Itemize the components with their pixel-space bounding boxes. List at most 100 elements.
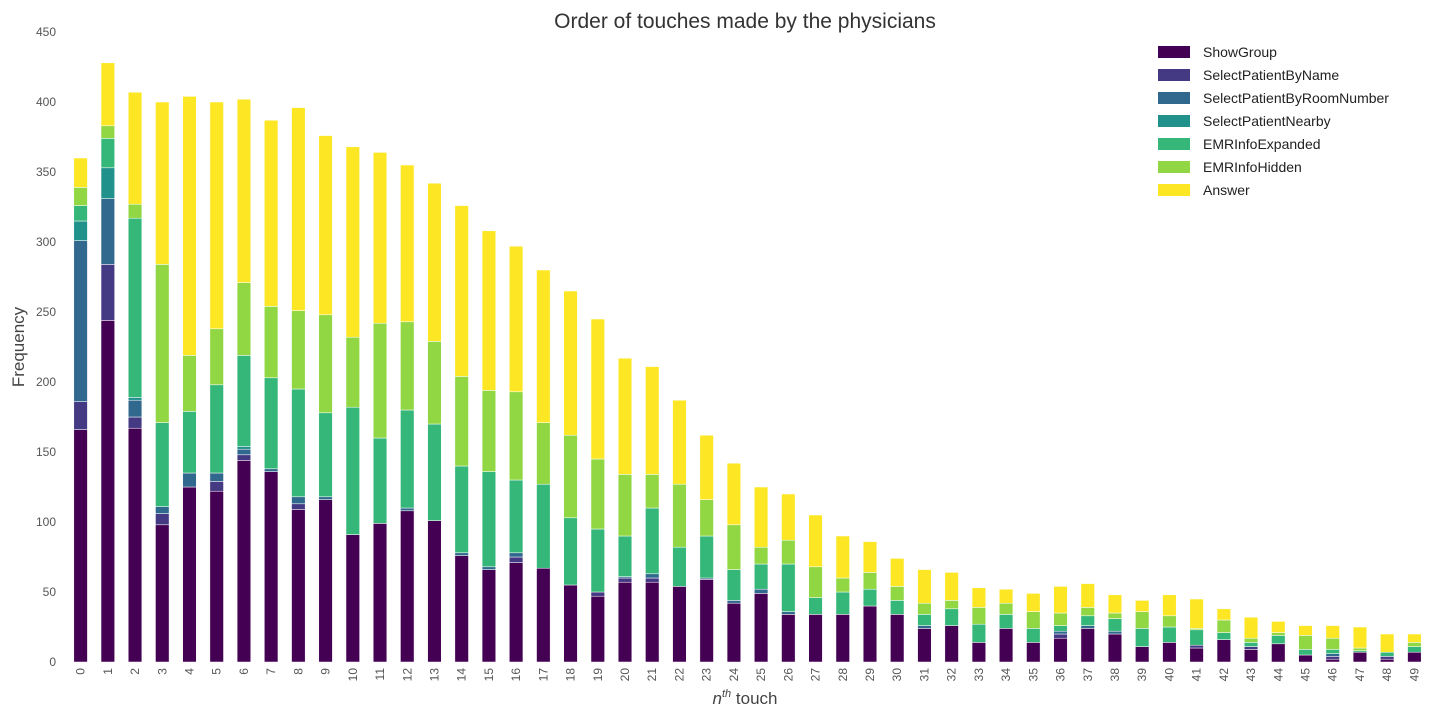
bar-segment <box>944 572 959 601</box>
legend-label: SelectPatientByName <box>1203 67 1339 83</box>
bar-segment <box>100 138 115 169</box>
y-tick-label: 50 <box>43 585 57 599</box>
y-tick-label: 350 <box>36 165 56 179</box>
bar-segment <box>835 577 850 593</box>
bar-segment <box>454 552 469 556</box>
bar-segment <box>726 524 741 570</box>
bar-segment <box>1107 612 1123 619</box>
bar-segment <box>427 423 442 521</box>
x-axis-title-text: touch <box>731 689 777 708</box>
bar-segment <box>1135 646 1150 663</box>
bar-segment <box>1352 651 1368 663</box>
bar-segment <box>454 205 469 377</box>
bar-segment <box>1026 611 1041 629</box>
bar-segment <box>999 614 1014 629</box>
x-tick-label: 40 <box>1162 668 1176 682</box>
bar-segment <box>1325 656 1340 660</box>
x-tick-label: 15 <box>482 668 496 682</box>
legend-label: ShowGroup <box>1203 44 1277 60</box>
bar-segment <box>73 157 88 188</box>
bar-segment <box>291 388 306 498</box>
bar-segment <box>1080 628 1095 663</box>
bar-segment <box>917 625 932 629</box>
bar-segment <box>1053 633 1068 639</box>
bar-segment <box>1298 635 1313 650</box>
bar-segment <box>345 146 360 338</box>
x-tick-label: 42 <box>1217 668 1231 682</box>
bar-segment <box>345 534 360 663</box>
bar-segment <box>971 607 986 625</box>
bar-segment <box>781 493 796 541</box>
bar-segment <box>726 602 741 663</box>
bar-segment <box>1244 616 1259 639</box>
bar-segment <box>971 623 986 643</box>
bar-segment <box>971 642 986 663</box>
bar-segment <box>1271 635 1286 645</box>
bar-segment <box>427 182 442 342</box>
bar-segment <box>1407 642 1422 647</box>
x-tick-label: 11 <box>373 668 387 681</box>
y-tick-labels: 0 50 100 150 200 250 300 350 400 450 <box>36 25 56 669</box>
bar-segment <box>264 377 279 470</box>
x-tick-label: 41 <box>1190 668 1204 682</box>
bar-segment <box>1271 621 1286 633</box>
bar-segment <box>155 506 170 514</box>
y-tick-label: 0 <box>49 655 56 669</box>
x-tick-label: 20 <box>618 668 632 682</box>
bar-segment <box>236 355 251 447</box>
legend-swatch <box>1158 138 1190 150</box>
bar-segment <box>617 474 633 537</box>
bar-segment <box>454 376 469 467</box>
bar-segment <box>645 573 660 579</box>
bar-segment <box>128 427 143 663</box>
bar-segment <box>1298 649 1313 656</box>
bar-segment <box>1244 646 1259 650</box>
x-tick-label: 21 <box>645 668 659 682</box>
bar-segment <box>1244 649 1259 663</box>
bar-segment <box>1216 639 1231 663</box>
bar-segment <box>1080 615 1095 626</box>
bar-segment <box>73 240 88 402</box>
bar-segment <box>318 499 333 663</box>
x-tick-label: 25 <box>754 668 768 682</box>
x-tick-label: 6 <box>237 668 251 675</box>
bar-segment <box>509 562 524 663</box>
bar-segment <box>536 567 551 663</box>
bar-segment <box>318 412 333 498</box>
bar-segment <box>400 507 415 512</box>
bar-segment <box>155 101 170 265</box>
x-tick-label: 44 <box>1271 668 1285 682</box>
bar-segment <box>291 496 306 505</box>
bar-segment <box>699 579 714 663</box>
bar-segment <box>1162 615 1177 628</box>
bar-segment <box>209 384 224 474</box>
bar-segment <box>372 152 388 324</box>
bar-segment <box>73 401 88 430</box>
x-tick-label: 24 <box>727 668 741 682</box>
bar-segment <box>672 586 687 663</box>
bar-segment <box>754 486 769 548</box>
bar-segment <box>835 614 850 663</box>
y-tick-label: 300 <box>36 235 56 249</box>
bar-segment <box>155 264 170 423</box>
bar-segment <box>1053 586 1068 614</box>
x-tick-label: 43 <box>1244 668 1258 682</box>
x-tick-label: 48 <box>1380 668 1394 682</box>
y-tick-label: 200 <box>36 375 56 389</box>
bar-segment <box>1107 633 1123 663</box>
bar-segment <box>400 510 415 663</box>
x-tick-label: 32 <box>945 668 959 682</box>
bar-segment <box>563 584 578 663</box>
bar-segment <box>100 167 115 199</box>
bar-segment <box>372 437 388 524</box>
bar-segment <box>917 628 932 663</box>
bar-segment <box>1325 658 1340 663</box>
bar-segment <box>400 321 415 411</box>
bar-segment <box>73 220 88 241</box>
x-tick-label: 29 <box>863 668 877 682</box>
bar-segment <box>100 125 115 139</box>
bar-segment <box>1325 653 1340 657</box>
bar-segment <box>699 535 714 579</box>
x-tick-label: 49 <box>1407 668 1421 682</box>
bar-segment <box>917 569 932 604</box>
